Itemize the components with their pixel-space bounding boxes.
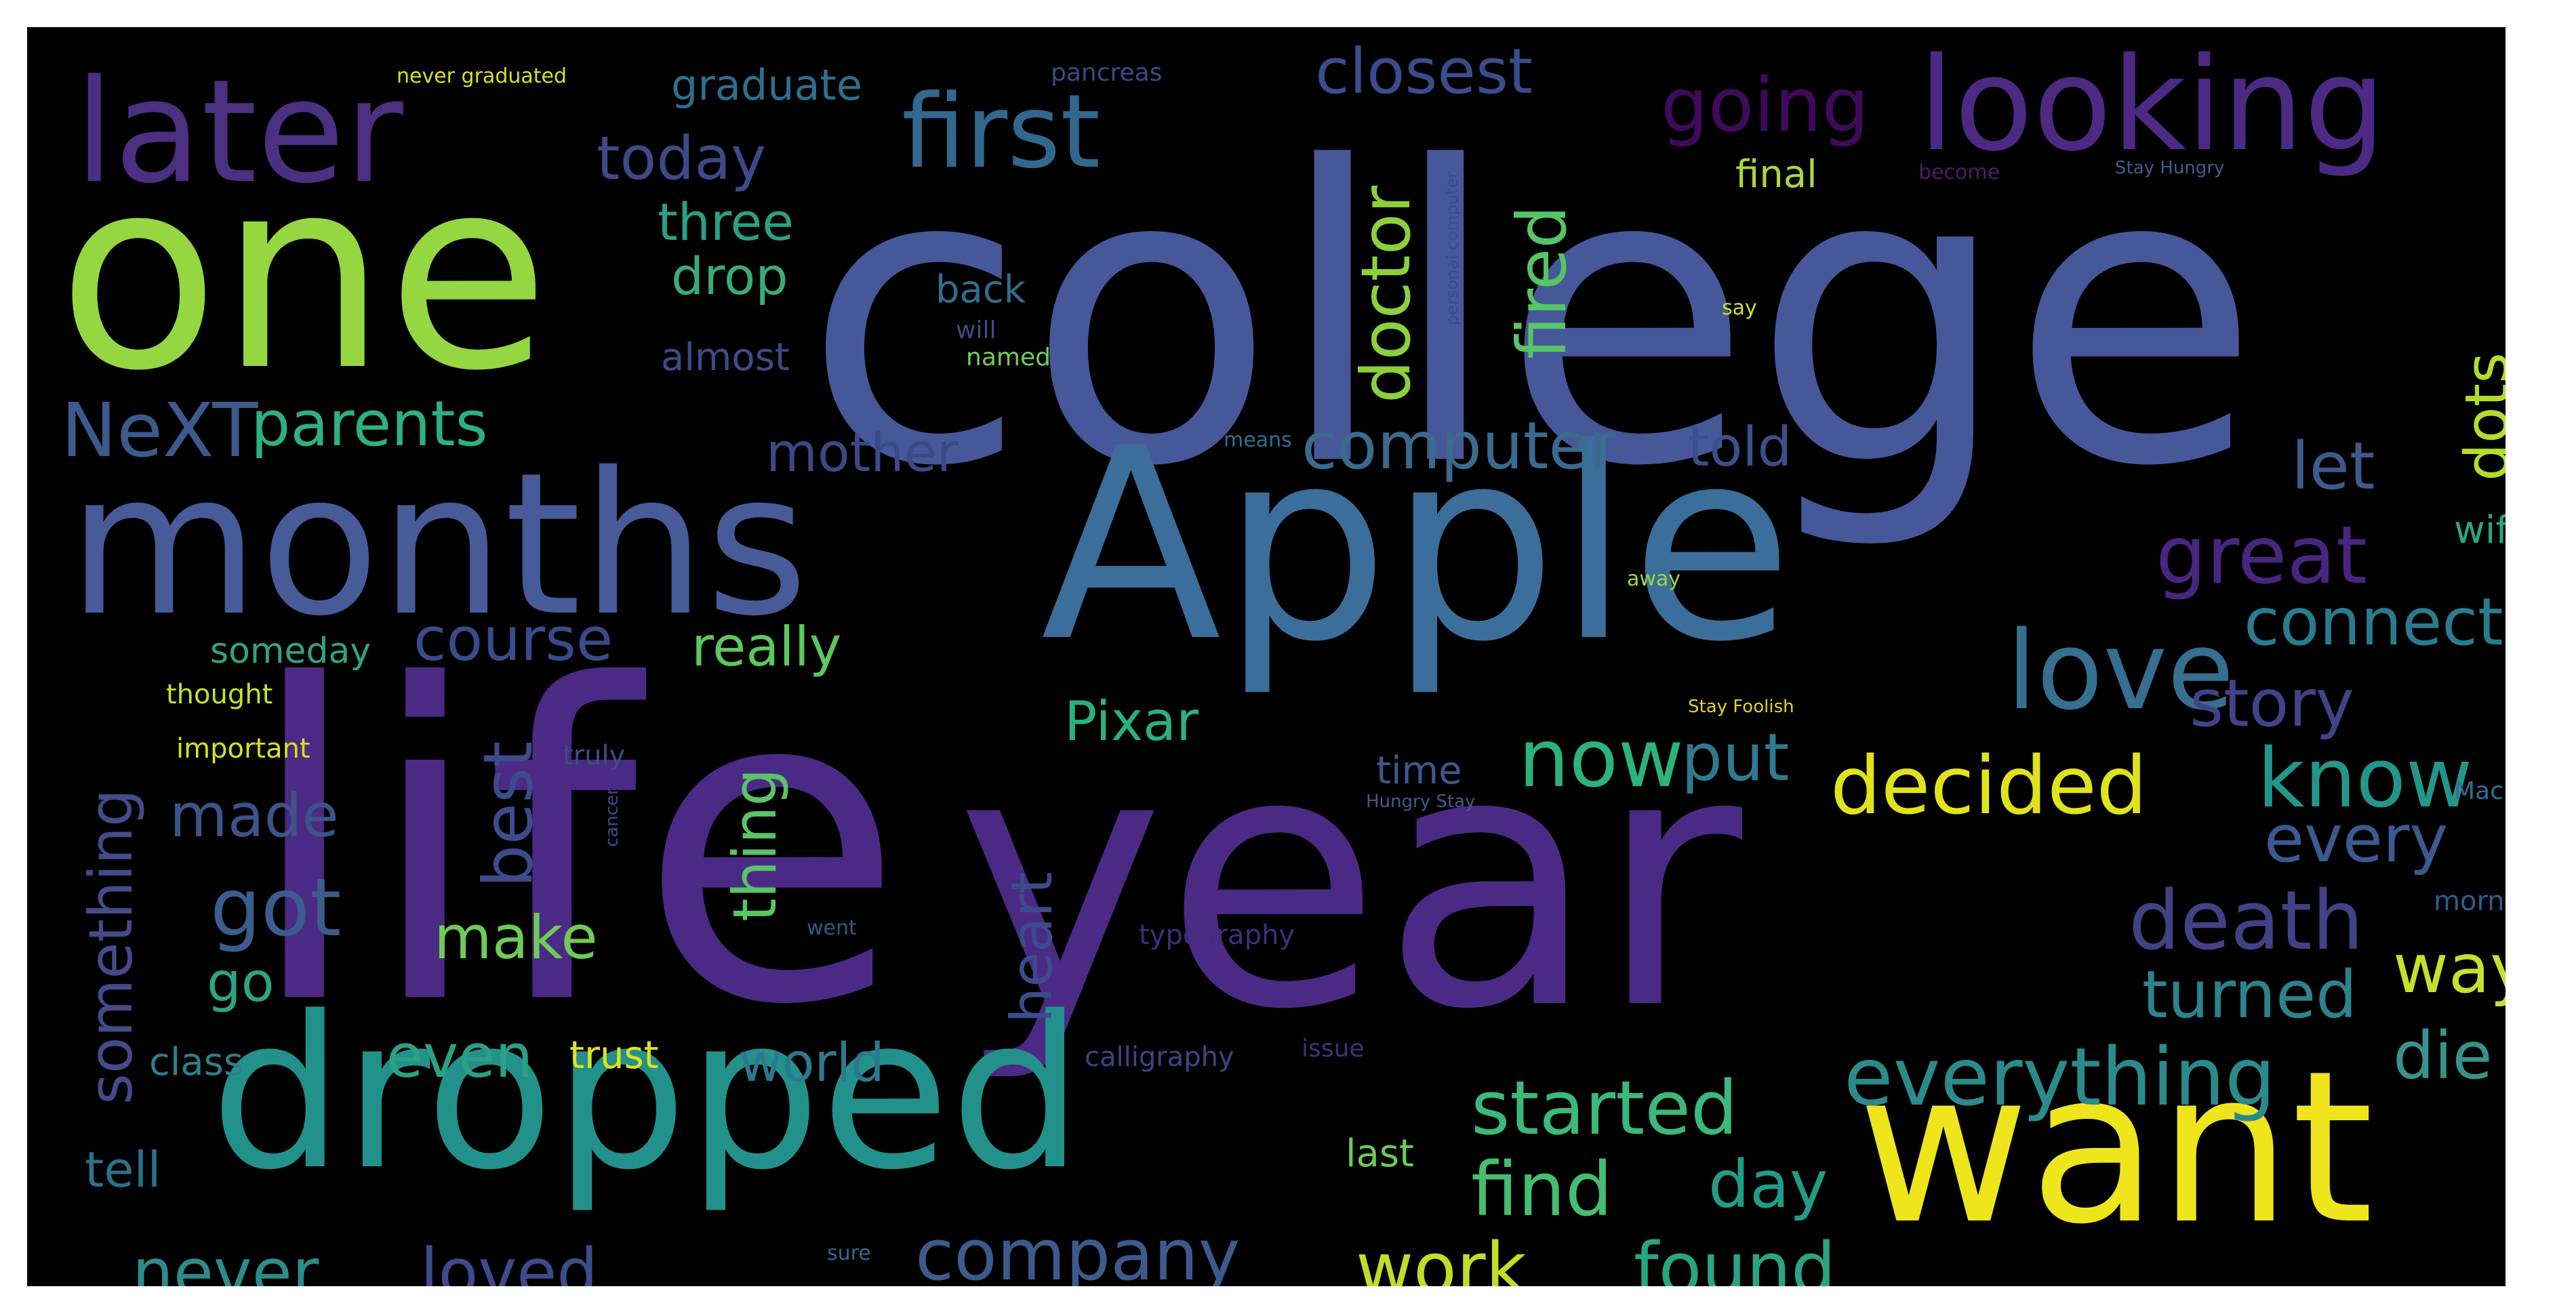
word-stay-hungry: Stay Hungry xyxy=(2115,158,2225,178)
word-something: something xyxy=(76,789,146,1105)
word-first: first xyxy=(902,73,1101,191)
word-mother: mother xyxy=(766,423,959,484)
word-thing: thing xyxy=(720,768,790,922)
word-almost: almost xyxy=(661,335,790,379)
word-told: told xyxy=(1688,415,1792,478)
word-got: got xyxy=(210,861,342,954)
word-hungry-stay: Hungry Stay xyxy=(1366,792,1476,812)
word-every: every xyxy=(2264,801,2449,877)
word-going: going xyxy=(1661,62,1870,148)
word-issue: issue xyxy=(1302,1035,1365,1063)
word-dots: dots xyxy=(2452,352,2505,481)
word-connect: connect xyxy=(2244,584,2503,660)
word-three: three xyxy=(658,192,794,252)
word-named: named xyxy=(966,344,1051,371)
word-thought: thought xyxy=(166,679,273,710)
word-today: today xyxy=(597,123,767,193)
word-means: means xyxy=(1224,428,1292,452)
word-sure: sure xyxy=(827,1241,871,1265)
word-found: found xyxy=(1634,1227,1836,1286)
word-now: now xyxy=(1518,712,1684,805)
word-year: year xyxy=(956,676,1743,1086)
word-away: away xyxy=(1627,567,1681,591)
word-day: day xyxy=(1708,1147,1828,1223)
word-company: company xyxy=(915,1214,1241,1286)
word-wife: wife xyxy=(2454,508,2505,552)
word-never: never xyxy=(132,1235,319,1286)
word-never-graduated: never graduated xyxy=(397,64,567,88)
word-will: will xyxy=(956,316,997,344)
word-go: go xyxy=(207,951,275,1014)
word-went: went xyxy=(807,916,857,940)
word-say: say xyxy=(1722,296,1757,320)
word-find: find xyxy=(1471,1146,1613,1233)
word-tell: tell xyxy=(85,1141,161,1198)
word-know: know xyxy=(2257,732,2473,826)
word-pancreas: pancreas xyxy=(1051,59,1163,87)
word-time: time xyxy=(1376,749,1462,793)
word-love: love xyxy=(2007,607,2234,734)
word-apple: Apple xyxy=(1041,392,1794,699)
word-everything: everything xyxy=(1844,1030,2276,1124)
word-great: great xyxy=(2156,508,2367,602)
word-mac: Mac xyxy=(2454,777,2503,805)
word-death: death xyxy=(2129,874,2364,968)
word-important: important xyxy=(176,733,310,764)
word-typography: typography xyxy=(1139,920,1295,951)
word-closest: closest xyxy=(1315,35,1533,108)
word-dropped: dropped xyxy=(210,972,1084,1216)
word-make: make xyxy=(434,903,598,972)
word-cloud-canvas: college life year Apple one months dropp… xyxy=(27,27,2505,1286)
word-doctor: doctor xyxy=(1346,185,1426,403)
word-looking: looking xyxy=(1918,30,2386,180)
word-computer: computer xyxy=(1302,408,1615,484)
word-started: started xyxy=(1471,1065,1738,1151)
word-class: class xyxy=(149,1040,244,1084)
word-later: later xyxy=(75,49,403,215)
word-work: work xyxy=(1356,1227,1527,1286)
word-parents: parents xyxy=(251,388,488,460)
word-drop: drop xyxy=(671,246,788,306)
word-pixar: Pixar xyxy=(1064,690,1199,753)
word-next: NeXT xyxy=(61,387,258,474)
word-college: college xyxy=(803,81,2261,555)
word-stay-foolish: Stay Foolish xyxy=(1688,697,1794,717)
word-best: best xyxy=(468,741,548,888)
word-cancer: cancer xyxy=(602,787,622,847)
word-final: final xyxy=(1735,152,1817,197)
word-fired: fired xyxy=(1502,205,1582,359)
word-life: life xyxy=(244,594,905,1099)
word-really: really xyxy=(691,615,842,678)
word-course: course xyxy=(414,604,613,674)
word-months: months xyxy=(68,431,809,659)
word-decided: decided xyxy=(1830,739,2148,832)
word-even: even xyxy=(386,1021,534,1091)
word-world: world xyxy=(739,1033,885,1094)
word-calligraphy: calligraphy xyxy=(1085,1042,1234,1073)
word-last: last xyxy=(1346,1132,1415,1176)
word-turned: turned xyxy=(2142,957,2358,1033)
word-made: made xyxy=(169,781,339,850)
word-heart: heart xyxy=(999,871,1065,1023)
word-someday: someday xyxy=(210,631,371,672)
word-let: let xyxy=(2291,428,2375,504)
word-die: die xyxy=(2393,1018,2493,1094)
word-personal-computer: personal computer xyxy=(1443,171,1462,325)
word-put: put xyxy=(1681,720,1790,796)
word-graduate: graduate xyxy=(671,60,862,110)
word-morning: morning xyxy=(2434,886,2505,917)
word-want: want xyxy=(1857,1026,2374,1271)
word-story: story xyxy=(2190,665,2354,741)
word-way: way xyxy=(2393,929,2505,1008)
word-truly: truly xyxy=(563,740,626,771)
word-become: become xyxy=(1918,161,2000,184)
word-trust: trust xyxy=(569,1033,659,1077)
word-back: back xyxy=(935,268,1026,312)
word-loved: loved xyxy=(420,1235,599,1286)
word-one: one xyxy=(58,121,550,428)
